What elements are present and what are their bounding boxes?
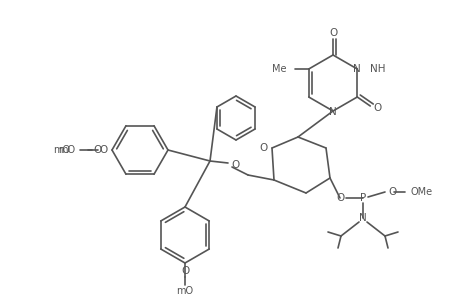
Text: O: O (100, 145, 108, 155)
Text: N: N (353, 64, 360, 74)
Text: P: P (359, 193, 365, 203)
Text: O: O (181, 266, 190, 276)
Text: OMe: OMe (410, 187, 432, 197)
Text: O: O (94, 145, 102, 155)
Text: mO: mO (176, 286, 193, 296)
Text: O: O (231, 160, 240, 170)
Text: mO: mO (58, 145, 75, 155)
Text: NH: NH (369, 64, 385, 74)
Text: O: O (329, 28, 337, 38)
Text: O: O (387, 187, 395, 197)
Text: O: O (372, 103, 381, 113)
Text: O: O (259, 143, 268, 153)
Text: N: N (358, 213, 366, 223)
Text: N: N (328, 107, 336, 117)
Text: mO: mO (53, 145, 70, 155)
Text: O: O (336, 193, 344, 203)
Text: Me: Me (272, 64, 286, 74)
